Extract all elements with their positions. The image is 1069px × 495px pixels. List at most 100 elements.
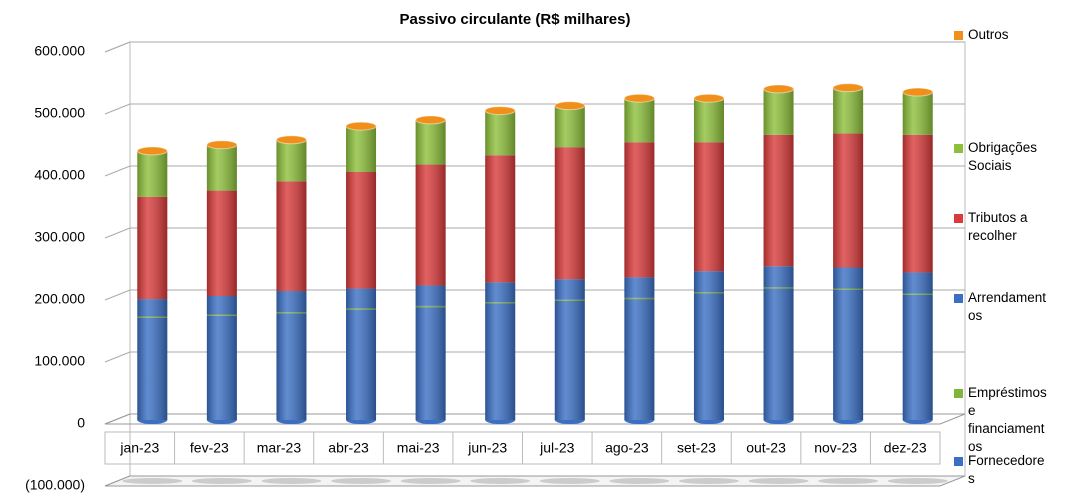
bar-shade: [902, 293, 933, 295]
floor-shadow: [539, 478, 600, 484]
bar-top: [484, 106, 516, 116]
bar-shade: [485, 303, 516, 420]
bar-shade: [276, 313, 307, 420]
bar-shade: [137, 153, 168, 197]
bar-top: [902, 87, 934, 97]
legend-label: Arrendamentos: [968, 290, 1047, 323]
legend-swatch: [954, 457, 963, 466]
bar-shade: [693, 292, 724, 294]
bar-shade: [693, 271, 724, 293]
bar-shade: [902, 272, 933, 294]
bar-shade: [554, 300, 585, 420]
bar-shade: [554, 299, 585, 301]
bar-shade: [693, 142, 724, 272]
bar-shade: [833, 267, 864, 289]
bar-shade: [554, 108, 585, 148]
bar-shade: [763, 266, 794, 288]
floor-shadow: [609, 478, 670, 484]
bar-shade: [137, 196, 168, 300]
bar-shade: [485, 302, 516, 304]
bar-shade: [833, 288, 864, 290]
bar-shade: [415, 307, 446, 420]
bar-shade: [624, 297, 655, 300]
floor-shadow: [748, 478, 809, 484]
bar-top: [345, 121, 377, 131]
bar-shade: [763, 134, 794, 267]
bar-shade: [415, 305, 446, 308]
bar-shade: [763, 91, 794, 135]
bar-shade: [624, 277, 655, 298]
x-tick-label: fev-23: [190, 440, 229, 456]
bar-shade: [346, 309, 377, 420]
bar-top: [763, 84, 795, 94]
x-tick-label: set-23: [677, 440, 716, 456]
floor-shadow: [887, 478, 948, 484]
bar-top: [623, 93, 655, 103]
chart-title: Passivo circulante (R$ milhares): [400, 11, 631, 28]
legend-label: Obrigações Sociais: [968, 140, 1038, 173]
y-tick-label: 500.000: [34, 105, 85, 121]
bar-shade: [554, 279, 585, 300]
bar-shade: [276, 291, 307, 313]
bar-shade: [833, 133, 864, 268]
bar-shade: [554, 147, 585, 280]
bar-shade: [206, 147, 237, 191]
x-tick-label: jul-23: [539, 440, 574, 456]
x-tick-label: ago-23: [605, 440, 649, 456]
y-tick-label: 200.000: [34, 291, 85, 307]
floor-shadow: [818, 478, 879, 484]
bar-shade: [902, 94, 933, 135]
bottom-floor: [104, 475, 966, 487]
bar-shade: [346, 172, 377, 289]
bar-shade: [276, 181, 307, 292]
x-tick-label: mai-23: [397, 440, 440, 456]
bar-shade: [485, 155, 516, 283]
legend-swatch: [954, 389, 963, 398]
y-tick-label: 400.000: [34, 167, 85, 183]
grid-line: [104, 103, 965, 115]
y-tick-label: 300.000: [34, 229, 85, 245]
floor-shadow: [261, 478, 322, 484]
bar-shade: [137, 316, 168, 318]
bar-shade: [693, 100, 724, 143]
grid-line: [104, 41, 965, 53]
bar-top: [415, 115, 447, 125]
bar-shade: [902, 134, 933, 273]
bar-shade: [346, 308, 377, 310]
bar-shade: [415, 285, 446, 306]
floor-shadow: [678, 478, 739, 484]
bar-shade: [624, 299, 655, 420]
bar-shade: [276, 142, 307, 182]
bar-top: [832, 83, 864, 93]
bar-shade: [902, 294, 933, 420]
legend-swatch: [954, 294, 963, 303]
bar-shade: [833, 289, 864, 420]
bar-shade: [624, 100, 655, 143]
bar-top: [206, 140, 238, 150]
bar-top: [554, 101, 586, 111]
bar-shade: [206, 314, 237, 316]
bar-shade: [763, 288, 794, 420]
bar-top: [693, 93, 725, 103]
legend-label: Empréstimos e financiamentos: [968, 385, 1047, 454]
bar-shade: [276, 312, 307, 314]
floor: [104, 413, 966, 425]
bar-shade: [415, 164, 446, 286]
floor-shadow: [191, 478, 252, 484]
floor-shadow: [331, 478, 392, 484]
bar-shade: [137, 317, 168, 420]
x-tick-label: mar-23: [257, 440, 302, 456]
x-tick-label: abr-23: [328, 440, 369, 456]
bar-shade: [693, 293, 724, 420]
floor-shadow: [122, 478, 183, 484]
bar-shade: [206, 190, 237, 296]
legend-swatch: [954, 144, 963, 153]
bar-top: [275, 135, 307, 145]
legend-swatch: [954, 214, 963, 223]
bar-shade: [206, 315, 237, 420]
legend-label: Outros: [968, 27, 1009, 42]
x-tick-label: jun-23: [467, 440, 507, 456]
x-tick-label: jan-23: [119, 440, 159, 456]
